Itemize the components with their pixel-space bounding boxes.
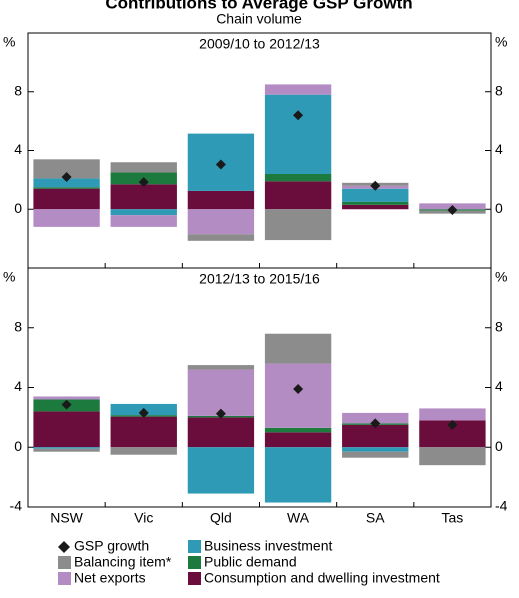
bar-segment	[342, 204, 409, 210]
bar-segment	[264, 333, 332, 364]
gsp-marker	[138, 177, 149, 188]
x-tick-label: Qld	[210, 510, 232, 526]
legend-label: Net exports	[74, 570, 146, 586]
bar-segment	[33, 188, 100, 210]
legend-label: Consumption and dwelling investment	[204, 570, 440, 586]
bar-segment	[419, 447, 486, 466]
legend-label: Business investment	[204, 538, 333, 554]
y-tick-label: 0	[495, 438, 503, 454]
bar-segment	[187, 447, 255, 494]
panel-title: 2012/13 to 2015/16	[199, 271, 320, 287]
bar-segment	[33, 187, 100, 189]
gsp-marker	[61, 171, 72, 182]
y-unit-label: %	[495, 269, 507, 285]
bar-segment	[187, 365, 255, 370]
chart-subtitle: Chain volume	[216, 11, 302, 27]
y-unit-label: %	[3, 269, 15, 285]
bar-segment	[342, 201, 409, 205]
gsp-marker	[447, 204, 458, 215]
bar-segment	[33, 178, 100, 188]
legend-swatch	[58, 556, 71, 569]
gsp-marker	[215, 408, 226, 419]
bar-segment	[187, 209, 255, 235]
bar-segment	[110, 209, 177, 216]
y-tick-label: 4	[14, 378, 22, 394]
bar-segment	[33, 396, 100, 400]
gsp-marker	[61, 399, 72, 410]
gsp-marker	[293, 110, 304, 121]
bar-segment	[33, 411, 100, 448]
legend-swatch	[188, 556, 201, 569]
y-tick-label: 8	[14, 82, 22, 98]
bar-segment	[264, 174, 332, 182]
bar-segment	[33, 209, 100, 227]
gsp-marker	[215, 159, 226, 170]
bar-segment	[264, 181, 332, 210]
y-tick-label: 8	[14, 318, 22, 334]
panel-title: 2009/10 to 2012/13	[199, 36, 320, 52]
bar-segment	[264, 427, 332, 433]
bar-segment	[419, 408, 486, 421]
gsp-marker	[370, 418, 381, 429]
panel-frame	[27, 267, 492, 508]
bar-segment	[264, 94, 332, 174]
bar-segment	[342, 188, 409, 202]
legend-swatch	[188, 572, 201, 585]
bar-segment	[187, 369, 255, 416]
y-unit-label: %	[3, 34, 15, 50]
gsp-marker	[293, 383, 304, 394]
bar-segment	[110, 416, 177, 448]
bar-segment	[187, 190, 255, 210]
bar-segment	[342, 447, 409, 452]
bar-segment	[264, 209, 332, 241]
chart-title: Contributions to Average GSP Growth	[105, 0, 412, 12]
panel-frame	[27, 32, 492, 269]
legend-label: GSP growth	[74, 538, 149, 554]
bar-segment	[187, 234, 255, 241]
y-tick-label: 8	[495, 82, 503, 98]
bar-segment	[33, 159, 100, 179]
bar-segment	[342, 424, 409, 448]
bar-segment	[110, 184, 177, 210]
bar-segment	[33, 447, 100, 449]
legend-label: Public demand	[204, 554, 297, 570]
y-tick-label: 0	[495, 200, 503, 216]
bar-segment	[110, 162, 177, 173]
bar-segment	[264, 432, 332, 448]
x-tick-label: Tas	[442, 510, 464, 526]
bar-segment	[187, 417, 255, 448]
bar-segment	[110, 215, 177, 227]
gsp-marker	[138, 407, 149, 418]
y-tick-label: 0	[14, 438, 22, 454]
bar-segment	[110, 447, 177, 455]
y-tick-label: -4	[495, 498, 508, 514]
bar-segment	[264, 447, 332, 503]
bar-segment	[264, 363, 332, 428]
y-unit-label: %	[495, 34, 507, 50]
y-tick-label: 4	[14, 141, 22, 157]
y-tick-label: -4	[10, 498, 23, 514]
y-tick-label: 4	[495, 378, 503, 394]
bar-segment	[342, 412, 409, 424]
legend-swatch	[188, 540, 201, 553]
bar-segment	[33, 448, 100, 452]
legend-marker	[58, 541, 70, 553]
bar-segment	[264, 84, 332, 95]
y-tick-label: 4	[495, 141, 503, 157]
x-tick-label: Vic	[134, 510, 153, 526]
legend-label: Balancing item*	[74, 554, 172, 570]
y-tick-label: 8	[495, 318, 503, 334]
bar-segment	[342, 451, 409, 458]
y-tick-label: 0	[14, 200, 22, 216]
x-tick-label: WA	[287, 510, 310, 526]
legend-swatch	[58, 572, 71, 585]
gsp-marker	[447, 419, 458, 430]
x-tick-label: SA	[366, 510, 385, 526]
gsp-marker	[370, 180, 381, 191]
x-tick-label: NSW	[50, 510, 83, 526]
